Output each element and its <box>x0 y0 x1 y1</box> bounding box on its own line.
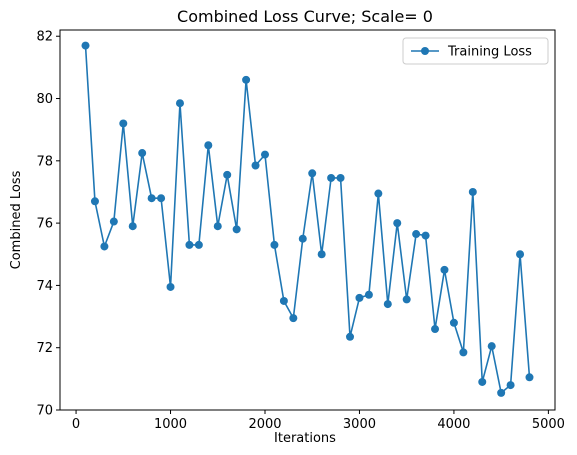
x-tick-label: 1000 <box>154 417 187 432</box>
legend-label: Training Loss <box>447 45 532 60</box>
y-tick-label: 76 <box>36 217 53 232</box>
data-point <box>138 149 147 158</box>
legend-marker <box>421 47 429 55</box>
data-point <box>336 173 345 182</box>
data-point <box>147 194 156 203</box>
data-point <box>119 119 128 128</box>
legend: Training Loss <box>402 37 549 65</box>
data-point <box>449 318 458 327</box>
data-point <box>421 231 430 240</box>
data-point <box>260 150 269 159</box>
data-point <box>128 222 137 231</box>
x-tick-label: 5000 <box>532 417 565 432</box>
data-point <box>90 197 99 206</box>
data-point <box>431 325 440 334</box>
y-tick-label: 78 <box>36 154 53 169</box>
data-point <box>175 99 184 108</box>
x-tick-label: 4000 <box>437 417 470 432</box>
data-point <box>100 242 109 251</box>
data-point <box>327 173 336 182</box>
data-point <box>166 282 175 291</box>
data-point <box>317 250 326 259</box>
data-point <box>279 296 288 305</box>
data-point <box>516 250 525 259</box>
data-point <box>364 290 373 299</box>
data-point <box>374 189 383 198</box>
x-axis-label: Iterations <box>274 431 336 446</box>
data-point <box>270 240 279 249</box>
data-point <box>194 240 203 249</box>
data-point <box>157 194 166 203</box>
x-tick-label: 0 <box>72 417 80 432</box>
chart-title: Combined Loss Curve; Scale= 0 <box>177 7 433 26</box>
data-point <box>440 265 449 274</box>
data-point <box>298 234 307 243</box>
data-point <box>242 75 251 84</box>
data-point <box>412 230 421 239</box>
data-point <box>109 217 118 226</box>
data-point <box>402 295 411 304</box>
data-point <box>468 187 477 196</box>
data-point <box>289 314 298 323</box>
data-point <box>459 348 468 357</box>
x-tick-label: 2000 <box>248 417 281 432</box>
legend-box <box>402 37 549 65</box>
data-point <box>223 170 232 179</box>
data-point <box>506 381 515 390</box>
data-point <box>497 388 506 397</box>
series-line <box>84 45 531 394</box>
data-point <box>525 373 534 382</box>
y-tick-label: 80 <box>36 92 53 107</box>
x-axis: 0 1000 2000 3000 4000 5000 <box>72 410 565 432</box>
y-axis-label: Combined Loss <box>9 170 24 269</box>
plot-area <box>59 29 556 411</box>
data-point <box>346 332 355 341</box>
data-point <box>251 161 260 170</box>
data-point <box>487 342 496 351</box>
data-point <box>213 222 222 231</box>
y-tick-label: 72 <box>36 341 53 356</box>
data-point <box>478 377 487 386</box>
data-point <box>393 219 402 228</box>
x-tick-label: 3000 <box>343 417 376 432</box>
y-axis: 70 72 74 76 78 80 82 <box>36 30 60 419</box>
y-tick-label: 82 <box>36 30 53 45</box>
y-tick-label: 70 <box>36 404 53 419</box>
data-point <box>204 141 213 150</box>
y-tick-label: 74 <box>36 279 53 294</box>
data-point <box>308 169 317 178</box>
data-point <box>355 293 364 302</box>
data-point <box>232 225 241 234</box>
data-point <box>81 41 90 50</box>
data-point <box>185 240 194 249</box>
plot-frame <box>59 29 556 411</box>
data-point <box>383 300 392 309</box>
